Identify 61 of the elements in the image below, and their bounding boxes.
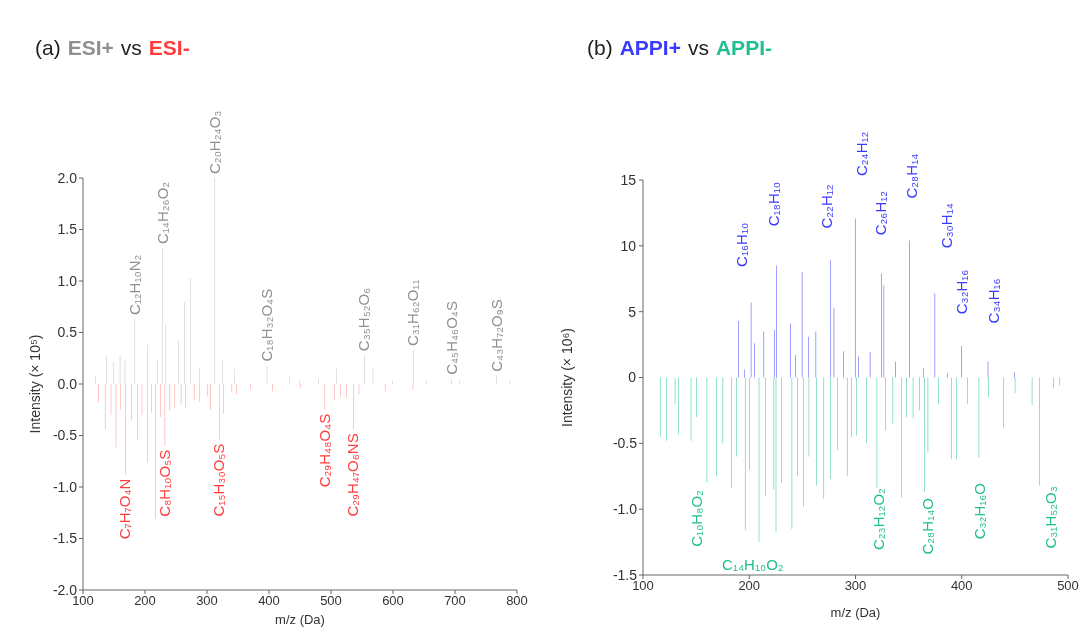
y-tick-label: 0.0	[57, 375, 78, 392]
annotation: C₇H₇O₄N	[116, 478, 134, 540]
y-tick-label: -1.0	[612, 501, 638, 518]
annotation: C₃₁H₅₂O₃	[1042, 486, 1059, 549]
y2-tick-label: 5	[628, 303, 637, 320]
y-tick-label: -1.5	[52, 530, 78, 547]
annotation: C₁₄H₂₆O₂	[153, 181, 171, 245]
x-tick-label: 700	[444, 593, 466, 609]
y-tick-label: 1.5	[57, 221, 78, 238]
annotation: C₂₆H₁₂	[872, 190, 889, 236]
x-tick-label: 500	[320, 593, 342, 609]
y2-tick-label: 10	[620, 237, 637, 254]
y-tick-label: -1.5	[612, 566, 638, 583]
annotation: C₈H₁₀O₅S	[155, 449, 173, 517]
annotation: C₂₀H₂₄O₃	[206, 110, 224, 174]
x-tick-label: 300	[844, 578, 867, 594]
x-tick-label: 400	[258, 593, 280, 609]
annotation: C₃₅H₅₂O₆	[355, 287, 373, 352]
y-tick-label: 0.5	[57, 324, 78, 341]
annotation: C₂₂H₁₂	[817, 184, 835, 229]
annotation: C₃₁H₆₂O₁₁	[404, 279, 422, 347]
y-tick-label: 1.0	[57, 272, 78, 289]
text: C₂₄H₁₂	[852, 131, 870, 177]
y-tick-label: -0.5	[612, 435, 638, 452]
annotation: C₃₂H₁₆O	[971, 482, 989, 540]
x-tick-label: 300	[196, 593, 218, 609]
annotation: C₁₅H₃₀O₅S	[210, 443, 228, 517]
annotation: C₂₉H₄₇O₆NS	[344, 433, 362, 517]
x-tick-label: 600	[382, 593, 404, 609]
x-axis-title: m/z (Da)	[830, 605, 881, 620]
y2-tick-label: 15	[620, 171, 637, 188]
annotation: C₁₂H₁₀N₂	[126, 254, 144, 316]
x-tick-label: 500	[1057, 578, 1079, 594]
annotation: C₃₀H₁₄	[937, 203, 955, 249]
x-tick-label: 800	[506, 593, 528, 609]
x-tick-label: 200	[738, 578, 761, 594]
chart-title: (a) ESI+ vs ESI-	[35, 36, 190, 59]
annotation: C₁₄H₁₀O₂	[722, 555, 784, 573]
y-tick-label: -2.0	[52, 581, 78, 598]
y-axis-title: Intensity (× 10⁵)	[27, 334, 43, 434]
annotation: C₃₄H₁₆	[984, 278, 1002, 324]
annotation: C₂₃H₁₂O₂	[869, 487, 887, 551]
y-tick-label: -0.5	[52, 427, 78, 444]
annotation: C₄₃H₇₂O₉S	[487, 299, 505, 372]
x-axis-title: m/z (Da)	[275, 612, 325, 627]
annotation: C₂₈H₁₄	[902, 153, 920, 199]
annotation: C₁₈H₁₀	[764, 181, 782, 227]
annotation: C₃₂H₁₆	[952, 269, 970, 315]
y-tick-label: 2.0	[57, 169, 78, 186]
annotation: C₄₅H₄₆O₄S	[442, 301, 460, 375]
y-axis-title: Intensity (× 10⁶)	[559, 328, 575, 427]
chart-title: (b) APPI+ vs APPI-	[587, 36, 772, 59]
annotation: C₂₉H₄₈O₄S	[315, 413, 333, 488]
x-tick-label: 400	[950, 578, 973, 594]
y-tick-label: -1.0	[52, 478, 78, 495]
y2-tick-label: 0	[628, 369, 637, 386]
annotation: C₁₀H₈O₂	[687, 489, 705, 547]
annotation: C₂₈H₁₄O	[919, 497, 937, 555]
annotation: C₁₆H₁₀	[732, 222, 750, 267]
annotation: C₁₈H₃₂O₄S	[258, 288, 276, 362]
x-tick-label: 200	[134, 593, 156, 609]
